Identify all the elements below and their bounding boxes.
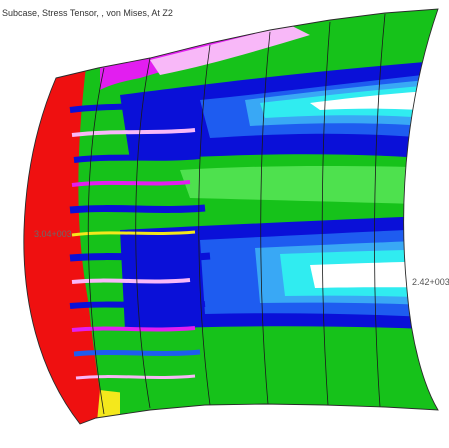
mesh-line	[87, 67, 105, 415]
mesh-line	[135, 57, 151, 409]
band-streaks	[69, 101, 211, 380]
node-value-label: 2.42+003	[412, 277, 449, 287]
mesh-line	[260, 31, 271, 405]
mesh-line	[321, 21, 331, 406]
mesh-line	[374, 13, 386, 408]
band-top-left-pink	[150, 25, 310, 75]
mesh-lines	[87, 13, 386, 415]
result-title: Subcase, Stress Tensor, , von Mises, At …	[2, 8, 173, 18]
mesh-line	[198, 44, 211, 406]
shell-outline	[23, 8, 439, 425]
band-middle-light-green	[180, 165, 438, 205]
band-bottom-green	[120, 335, 438, 420]
node-value-label: 3.04+003	[34, 229, 72, 239]
